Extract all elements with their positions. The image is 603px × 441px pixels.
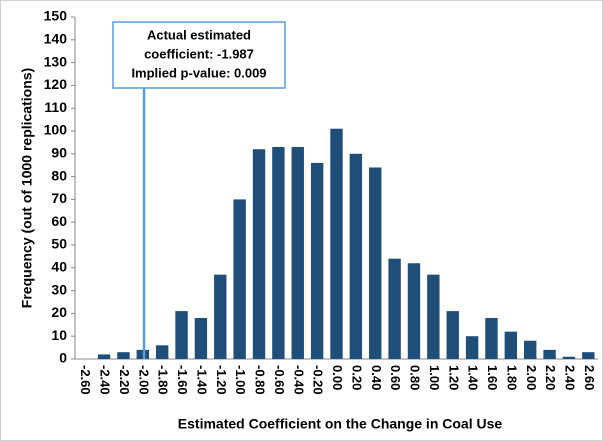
x-tick-label: 1.60 [485,365,500,390]
annotation-text: Implied p-value: 0.009 [131,65,266,80]
x-tick-label: -0.20 [311,365,326,395]
x-tick-label: 1.80 [504,365,519,390]
y-tick-label: 150 [44,8,68,24]
bar [407,263,421,359]
x-tick-label: -1.80 [156,365,171,395]
x-tick-label: -2.40 [98,365,113,395]
bar [485,317,498,359]
bar [155,345,169,359]
x-tick-label: 1.20 [446,365,461,390]
bar [562,356,576,359]
x-tick-label: 0.20 [349,365,364,390]
x-tick-label: -2.60 [78,365,93,395]
x-tick-label: -0.40 [291,365,306,395]
bar [233,199,246,359]
bar [349,153,363,359]
y-tick-label: 80 [51,167,67,183]
bar [543,349,556,359]
annotation-text: coefficient: -1.987 [144,46,254,61]
bar [427,274,440,359]
y-tick-label: 130 [44,53,68,69]
x-tick-label: 2.40 [563,365,578,390]
x-tick-label: -2.20 [117,365,132,395]
x-tick-label: 0.40 [369,365,384,390]
y-tick-label: 0 [59,350,67,366]
y-tick-label: 40 [51,259,67,275]
x-axis-label: Estimated Coefficient on the Change in C… [178,416,503,432]
bar [194,317,208,359]
bar [214,274,227,359]
x-tick-label: -1.40 [194,365,209,395]
y-tick-label: 30 [51,281,67,297]
y-tick-label: 90 [51,145,67,161]
x-tick-label: -2.00 [136,365,151,395]
annotation-text: Actual estimated [147,27,251,42]
bar [330,128,343,359]
x-tick-label: 1.40 [466,365,481,390]
annotation-box [112,21,286,89]
y-tick-label: 70 [51,190,67,206]
x-tick-label: 0.80 [408,365,423,390]
bar [388,258,401,359]
x-tick-label: 0.00 [330,365,345,390]
x-tick-label: -0.60 [272,365,287,395]
bar [310,162,324,359]
y-tick-label: 120 [44,76,68,92]
bar [97,354,111,359]
bar [465,336,479,359]
y-tick-label: 60 [51,213,67,229]
y-axis-label: Frequency (out of 1000 replications) [19,68,35,308]
x-tick-label: -1.00 [233,365,248,395]
bar [252,149,266,359]
bar [272,146,285,359]
bar [175,311,188,359]
bar [524,340,537,359]
x-tick-label: 2.20 [543,365,558,390]
bar [446,311,459,359]
y-tick-label: 10 [51,327,67,343]
x-tick-label: -0.80 [253,365,268,395]
bar [291,146,304,359]
y-tick-label: 20 [51,304,67,320]
x-tick-label: -1.60 [175,365,190,395]
bar [504,331,518,359]
y-tick-label: 50 [51,236,67,252]
y-tick-label: 100 [44,122,68,138]
x-tick-label: 2.60 [582,365,597,390]
x-tick-label: 0.60 [388,365,403,390]
bar [136,349,149,359]
x-tick-label: 2.00 [524,365,539,390]
bar [117,352,130,359]
bar [582,352,595,359]
bar [369,167,382,359]
y-tick-label: 110 [44,99,67,115]
y-tick-label: 140 [44,31,68,47]
x-tick-label: -1.20 [214,365,229,395]
x-tick-label: 1.00 [427,365,442,390]
